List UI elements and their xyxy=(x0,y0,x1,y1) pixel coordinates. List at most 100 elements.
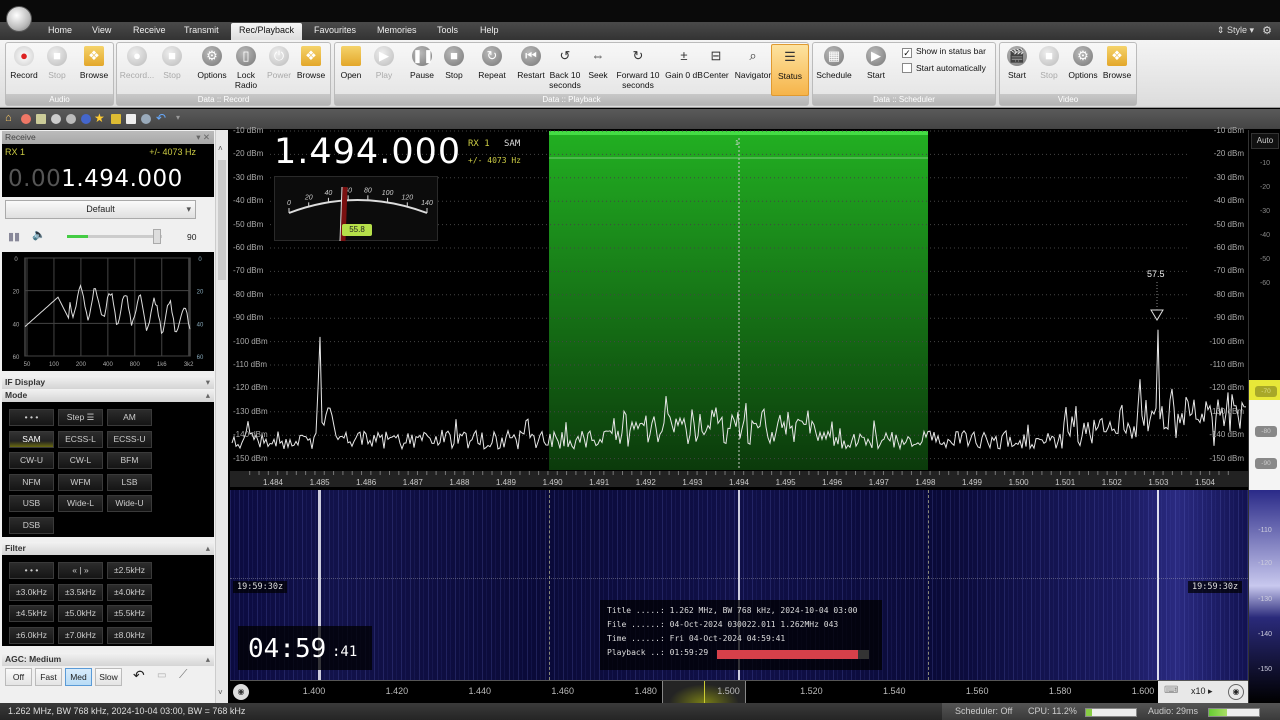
agc-off-button[interactable]: Off xyxy=(5,668,32,686)
scroll-down-icon[interactable]: ˅ xyxy=(218,688,223,697)
start-button[interactable]: ▶ Start xyxy=(857,44,895,96)
pause-button[interactable]: ❚❚ Pause xyxy=(403,44,441,96)
filter-button-6-0khz[interactable]: ±6.0kHz xyxy=(9,626,54,644)
mode-button-ecss-u[interactable]: ECSS-U xyxy=(107,430,152,448)
stop-button[interactable]: ■ Stop xyxy=(153,44,191,96)
mode-button-[interactable]: • • • xyxy=(9,409,54,426)
play-button[interactable]: ▶ Play xyxy=(365,44,403,96)
filter-button-2-5khz[interactable]: ±2.5kHz xyxy=(107,562,152,579)
mode-button-dsb[interactable]: DSB xyxy=(9,516,54,534)
level-pill[interactable]: -80 xyxy=(1255,426,1277,437)
browse-button[interactable]: ❖ Browse xyxy=(1098,44,1136,96)
zoom-selector[interactable]: x10 ▸ xyxy=(1191,686,1213,696)
note-icon[interactable] xyxy=(36,114,46,124)
level-pill[interactable]: -70 xyxy=(1255,386,1277,397)
filter-button-[interactable]: « | » xyxy=(58,562,103,579)
start-automatically-checkbox[interactable]: Start automatically xyxy=(902,63,986,73)
options-button[interactable]: ⚙ Options xyxy=(193,44,231,96)
gain-0-db-button[interactable]: ± Gain 0 dB xyxy=(665,44,703,96)
tab-home[interactable]: Home xyxy=(48,25,73,35)
star-icon[interactable]: ★ xyxy=(94,111,105,125)
app-logo-button[interactable] xyxy=(6,6,32,32)
status-button[interactable]: ☰ Status xyxy=(771,44,809,96)
filter-button-4-0khz[interactable]: ±4.0kHz xyxy=(107,583,152,601)
agc-header[interactable]: AGC: Medium ▴ xyxy=(2,653,214,666)
overview-left-button[interactable]: ◉ xyxy=(233,684,249,700)
mode-button-usb[interactable]: USB xyxy=(9,495,54,512)
schedule-button[interactable]: ▦ Schedule xyxy=(815,44,853,96)
stop-button[interactable]: ■ Stop xyxy=(1030,44,1068,96)
memory-card-icon[interactable]: ▭ xyxy=(157,670,167,681)
stop-button[interactable]: ■ Stop xyxy=(38,44,76,96)
collapse-icon[interactable]: ▴ xyxy=(205,390,210,400)
mode-button-wide-u[interactable]: Wide-U xyxy=(107,495,152,512)
mode-button-ecss-l[interactable]: ECSS-L xyxy=(58,430,103,448)
level-pill[interactable]: -90 xyxy=(1255,458,1277,469)
mode-button-wide-l[interactable]: Wide-L xyxy=(58,495,103,512)
spectrum-display[interactable] xyxy=(230,130,1248,490)
filter-button-3-0khz[interactable]: ±3.0kHz xyxy=(9,583,54,601)
tab-favourites[interactable]: Favourites xyxy=(314,25,357,35)
options-button[interactable]: ⚙ Options xyxy=(1064,44,1102,96)
volume-slider-handle[interactable] xyxy=(153,229,161,244)
volume-slider[interactable] xyxy=(67,229,162,244)
show-in-status-bar-checkbox[interactable]: ✓ Show in status bar xyxy=(902,46,986,58)
tab-help[interactable]: Help xyxy=(480,25,499,35)
stop-icon[interactable] xyxy=(66,114,76,124)
mode-button-wfm[interactable]: WFM xyxy=(58,473,103,491)
customize-dropdown-icon[interactable]: ▾ xyxy=(176,113,181,122)
mode-button-step[interactable]: Step ☰ xyxy=(58,409,103,426)
agc-fast-button[interactable]: Fast xyxy=(35,668,62,686)
keyboard-icon[interactable]: ⌨ xyxy=(1164,685,1179,696)
forward-10-seconds-button[interactable]: ↻ Forward 10 seconds xyxy=(615,44,661,96)
gear-icon[interactable]: ⚙ xyxy=(1262,25,1272,37)
power-button[interactable]: ⏻ Power xyxy=(260,44,298,96)
center-button[interactable]: ⊟ Center xyxy=(697,44,735,96)
vfo-marker[interactable]: 1 xyxy=(735,140,739,147)
play-icon[interactable] xyxy=(51,114,61,124)
mode-button-cw-l[interactable]: CW-L xyxy=(58,452,103,469)
filter-button-7-0khz[interactable]: ±7.0kHz xyxy=(58,626,103,644)
filter-button-5-0khz[interactable]: ±5.0kHz xyxy=(58,605,103,622)
close-icon[interactable]: ▾ ✕ xyxy=(196,132,210,142)
flask-icon[interactable] xyxy=(141,114,151,124)
collapse-icon[interactable]: ▴ xyxy=(205,543,210,553)
preset-dropdown[interactable]: Default ▾ xyxy=(5,200,196,219)
agc-graph-icon[interactable]: ⟋ xyxy=(179,667,188,681)
add-icon[interactable] xyxy=(81,114,91,124)
navigator-button[interactable]: ⌕ Navigator xyxy=(734,44,772,96)
start-button[interactable]: 🎬 Start xyxy=(998,44,1036,96)
style-dropdown[interactable]: ⇕ Style ▾ xyxy=(1216,25,1254,35)
undo-arrow-icon[interactable]: ↶ xyxy=(133,667,145,683)
filter-button-4-5khz[interactable]: ±4.5kHz xyxy=(9,605,54,622)
mode-button-lsb[interactable]: LSB xyxy=(107,473,152,491)
scrollbar-thumb[interactable] xyxy=(218,160,226,280)
seek-button[interactable]: ⇔ Seek xyxy=(579,44,617,96)
vfo-frequency[interactable]: 1.494.000 xyxy=(274,132,462,172)
lock-radio-button[interactable]: ▯ Lock Radio xyxy=(227,44,265,96)
if-display-header[interactable]: IF Display ▾ xyxy=(2,376,214,389)
mode-button-bfm[interactable]: BFM xyxy=(107,452,152,469)
filter-header[interactable]: Filter ▴ xyxy=(2,542,214,555)
filter-button-5-5khz[interactable]: ±5.5kHz xyxy=(107,605,152,622)
left-panel-scrollbar[interactable]: ˄ ˅ xyxy=(215,130,228,703)
tab-memories[interactable]: Memories xyxy=(377,25,417,35)
collapse-icon[interactable]: ▴ xyxy=(205,654,210,664)
record--button[interactable]: ● Record... xyxy=(118,44,156,96)
undo-icon[interactable]: ↶ xyxy=(156,111,167,125)
spectrum-waterfall-area[interactable]: 1.494.000 RX 1 SAM +/- 4073 Hz 0 20 40 60 80… xyxy=(230,126,1248,703)
filter-button-[interactable]: • • • xyxy=(9,562,54,579)
collapse-icon[interactable]: ▾ xyxy=(205,377,210,387)
browse-button[interactable]: ❖ Browse xyxy=(75,44,113,96)
auto-scale-button[interactable]: Auto xyxy=(1251,133,1279,149)
camera-icon[interactable] xyxy=(126,114,136,124)
filter-button-3-5khz[interactable]: ±3.5kHz xyxy=(58,583,103,601)
frequency-readout[interactable]: 0.001.494.000 xyxy=(8,166,183,192)
mode-button-cw-u[interactable]: CW-U xyxy=(9,452,54,469)
tab-receive[interactable]: Receive xyxy=(133,25,166,35)
lock-icon[interactable] xyxy=(111,114,121,124)
tab-tools[interactable]: Tools xyxy=(437,25,459,35)
scroll-up-icon[interactable]: ˄ xyxy=(218,144,223,153)
browse-button[interactable]: ❖ Browse xyxy=(292,44,330,96)
agc-slow-button[interactable]: Slow xyxy=(95,668,122,686)
